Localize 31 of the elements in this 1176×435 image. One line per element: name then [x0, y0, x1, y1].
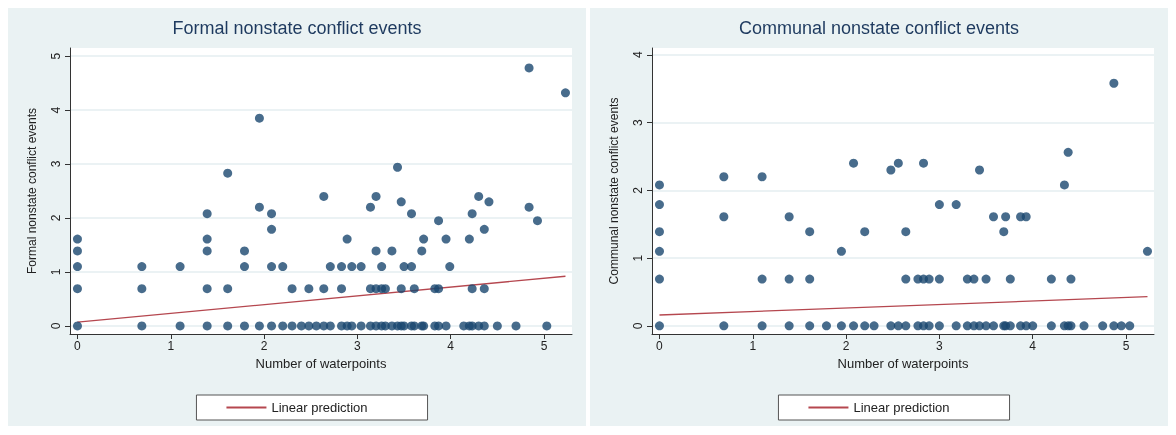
- legend-label: Linear prediction: [271, 400, 368, 415]
- y-tick-label: 3: [49, 160, 63, 168]
- y-axis-title: Formal nonstate conflict events: [25, 107, 39, 275]
- y-tick-label: 2: [631, 186, 645, 194]
- chart-title: Formal nonstate conflict events: [172, 18, 422, 38]
- x-tick-label: 5: [540, 339, 548, 353]
- y-tick-label: 0: [49, 322, 63, 330]
- y-tick-label: 4: [49, 106, 63, 114]
- y-axis-title: Communal nonstate conflict events: [607, 97, 621, 285]
- x-tick-label: 4: [1029, 339, 1037, 353]
- legend-label: Linear prediction: [853, 400, 950, 415]
- x-tick-label: 3: [354, 339, 362, 353]
- y-tick-label: 5: [49, 52, 63, 60]
- x-tick-label: 1: [749, 339, 757, 353]
- x-tick-label: 4: [447, 339, 455, 353]
- x-tick-label: 2: [260, 339, 268, 353]
- y-tick-label: 0: [631, 322, 645, 330]
- y-tick-label: 4: [631, 51, 645, 59]
- chart-title: Communal nonstate conflict events: [738, 18, 1020, 38]
- y-tick-label: 2: [49, 214, 63, 222]
- x-axis-title: Number of waterpoints: [837, 355, 969, 371]
- x-tick-label: 2: [842, 339, 850, 353]
- y-tick-label: 1: [49, 268, 63, 276]
- x-tick-label: 0: [656, 339, 664, 353]
- y-tick-label: 1: [631, 254, 645, 262]
- x-tick-label: 1: [167, 339, 175, 353]
- x-tick-label: 3: [936, 339, 944, 353]
- x-axis-title: Number of waterpoints: [255, 355, 387, 371]
- x-tick-label: 5: [1122, 339, 1130, 353]
- y-tick-label: 3: [631, 118, 645, 126]
- x-tick-label: 0: [74, 339, 82, 353]
